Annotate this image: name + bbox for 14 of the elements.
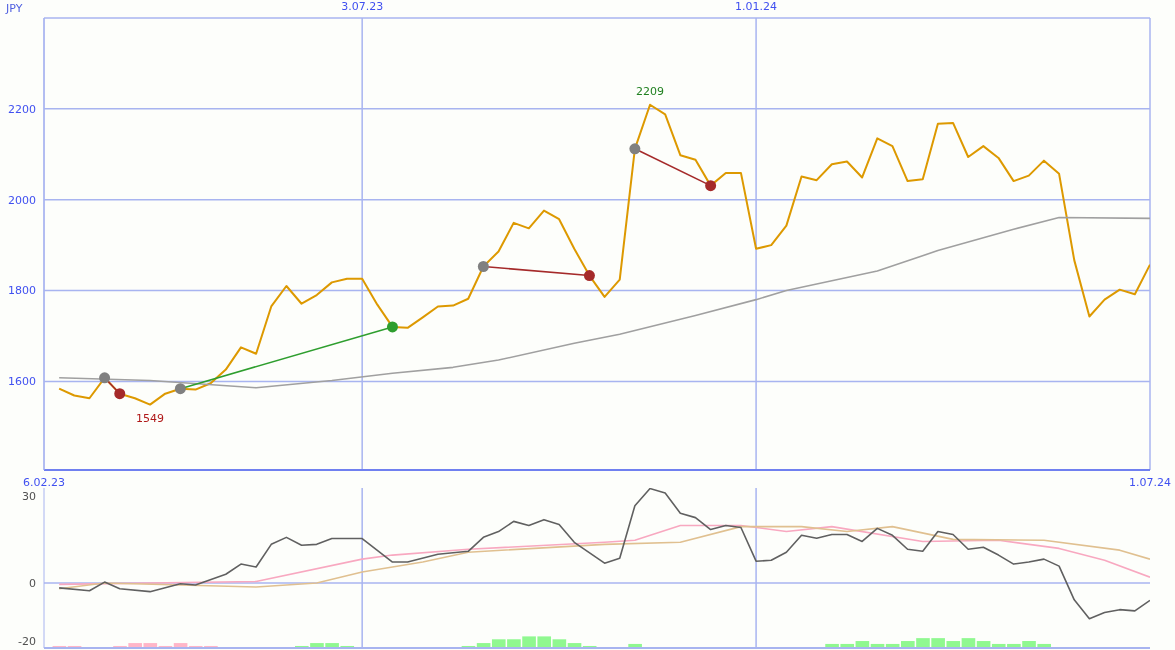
x2-tick-label: 3.07.23 xyxy=(341,0,384,13)
x2-tick-label: 1.01.24 xyxy=(735,0,778,13)
annotation: 1549 xyxy=(136,412,165,426)
y-tick-label: 0 xyxy=(29,576,36,590)
y-tick-label: 1600 xyxy=(8,375,36,389)
y-axis-title: JPY xyxy=(6,2,23,15)
y-tick-label: 2000 xyxy=(8,193,36,207)
annotation: 2209 xyxy=(636,84,665,98)
x-tick-label: 1.07.24 xyxy=(1129,475,1171,489)
y-tick-label: 1800 xyxy=(8,284,36,298)
y-tick-label: -20 xyxy=(18,634,36,648)
x-tick-label: 6.02.23 xyxy=(23,475,65,489)
y-tick-label: 2200 xyxy=(8,102,36,116)
y-tick-label: 30 xyxy=(22,489,36,503)
